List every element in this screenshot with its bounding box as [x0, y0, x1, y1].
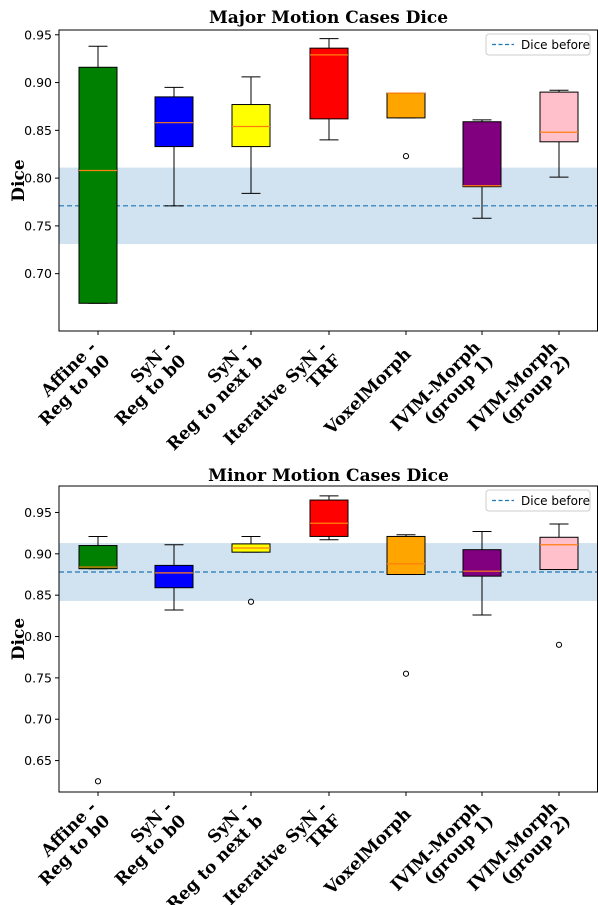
box-7 — [539, 89, 579, 178]
y-tick-label: 0.90 — [24, 546, 52, 561]
outlier-point — [94, 778, 102, 785]
legend-label: Dice before — [521, 494, 590, 508]
y-tick-label: 0.65 — [24, 753, 52, 768]
box-body — [231, 104, 271, 148]
y-tick-label: 0.90 — [24, 75, 52, 90]
legend: Dice before — [485, 33, 591, 56]
box-2 — [154, 86, 194, 207]
legend-box — [485, 33, 591, 56]
box-1 — [78, 45, 118, 304]
outlier-point — [402, 670, 410, 677]
box-6 — [462, 119, 502, 219]
x-tick-label: Affine -Reg to b0 — [22, 338, 114, 430]
box-body — [386, 535, 426, 575]
box-4 — [309, 38, 349, 141]
box-body — [154, 564, 194, 589]
chart-title: Minor Motion Cases Dice — [208, 466, 449, 486]
box-6 — [462, 530, 502, 616]
chart-panel-1: 0.70 0.75 0.80 0.85 0.90 0.95 Affine -Reg to b… — [9, 8, 598, 455]
box-body — [309, 47, 349, 120]
box-body — [78, 66, 118, 304]
x-tick-label: Affine -Reg to b0 — [22, 798, 114, 890]
box-body — [462, 549, 502, 577]
box-5 — [386, 534, 426, 677]
y-tick-label: 0.95 — [24, 27, 52, 42]
box-3 — [231, 535, 271, 605]
box-body — [386, 92, 426, 119]
box-body — [539, 91, 579, 143]
x-tick-label: SyN -Reg to b0 — [98, 798, 190, 890]
box-body — [309, 499, 349, 537]
box-1 — [78, 535, 118, 785]
outlier-point — [555, 641, 563, 648]
y-tick-label: 0.75 — [24, 670, 52, 685]
y-tick-label: 0.85 — [24, 123, 52, 138]
legend: Dice before — [485, 489, 591, 512]
y-tick-label: 0.80 — [24, 171, 52, 186]
outlier-point — [402, 153, 410, 160]
box-body — [78, 545, 118, 570]
box-body — [539, 536, 579, 571]
y-tick-label: 0.95 — [24, 505, 52, 520]
box-7 — [539, 523, 579, 648]
y-tick-label: 0.70 — [24, 712, 52, 727]
chart-panel-2: 0.65 0.70 0.75 0.80 0.85 0.90 0.95 Affine -Reg … — [9, 466, 598, 905]
legend-box — [485, 489, 591, 512]
x-tick-label: SyN -Reg to b0 — [98, 338, 190, 430]
box-body — [462, 121, 502, 188]
box-3 — [231, 76, 271, 194]
y-axis-label: Dice — [9, 159, 29, 202]
legend-label: Dice before — [521, 38, 590, 52]
y-tick-label: 0.80 — [24, 629, 52, 644]
y-tick-label: 0.70 — [24, 266, 52, 281]
box-4 — [309, 495, 349, 541]
y-tick-label: 0.85 — [24, 588, 52, 603]
chart-title: Major Motion Cases Dice — [209, 8, 448, 28]
y-axis-label: Dice — [9, 618, 29, 661]
outlier-point — [247, 598, 255, 605]
box-body — [154, 96, 194, 148]
box-2 — [154, 544, 194, 611]
y-tick-label: 0.75 — [24, 218, 52, 233]
box-5 — [386, 92, 426, 160]
